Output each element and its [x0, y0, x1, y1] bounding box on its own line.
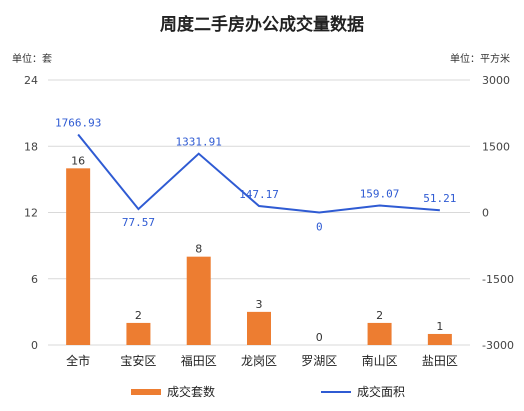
bar [186, 256, 211, 345]
legend-line-label: 成交面积 [357, 384, 405, 399]
category-label: 罗湖区 [301, 353, 337, 368]
bar-value-label: 16 [71, 154, 85, 167]
left-tick-label: 12 [24, 207, 38, 220]
line-data-labels: 1766.93 77.57 1331.91 147.17 0 159.07 51.21 [55, 116, 456, 233]
line-value-label: 0 [316, 221, 323, 234]
left-axis-unit: 单位：套 [12, 54, 52, 65]
bar [126, 322, 151, 345]
bar [247, 311, 271, 345]
right-tick-label: 1500 [482, 140, 510, 153]
line-value-label: 51.21 [423, 192, 456, 205]
line-value-label: 77.57 [122, 216, 155, 229]
category-label: 宝安区 [120, 353, 156, 368]
line-value-label: 1331.91 [176, 136, 222, 149]
bar-value-label: 8 [195, 243, 202, 256]
category-label: 龙岗区 [241, 354, 277, 368]
right-tick-label: 3000 [482, 74, 510, 87]
category-label: 福田区 [181, 353, 217, 368]
category-label: 盐田区 [422, 354, 458, 368]
bar-value-label: 3 [256, 298, 263, 311]
bar [367, 322, 392, 345]
category-label: 南山区 [362, 353, 398, 368]
legend-bar-swatch [131, 389, 161, 395]
bar [66, 168, 91, 345]
left-axis-ticks: 0 6 12 18 24 [24, 74, 38, 352]
right-axis-unit: 单位：平方米 [450, 54, 510, 65]
area-line [77, 133, 440, 214]
bar-value-label: 2 [376, 309, 383, 322]
bar-series [66, 168, 452, 345]
line-value-label: 147.17 [239, 188, 279, 201]
left-tick-label: 6 [31, 273, 38, 286]
right-tick-label: 0 [482, 207, 489, 220]
line-value-label: 159.07 [360, 187, 400, 200]
legend-bar-label: 成交套数 [167, 384, 215, 399]
category-label: 全市 [66, 353, 90, 368]
left-tick-label: 24 [24, 74, 38, 87]
bar-value-label: 0 [316, 331, 323, 344]
gridlines [48, 79, 470, 346]
bar-value-label: 2 [135, 309, 142, 322]
left-tick-label: 18 [24, 140, 38, 153]
bar-value-label: 1 [436, 320, 443, 333]
bar-data-labels: 16 2 8 3 0 2 1 [71, 154, 443, 344]
legend: 成交套数 成交面积 [131, 384, 405, 399]
right-axis-ticks: -3000 -1500 0 1500 3000 [482, 74, 514, 352]
right-tick-label: -1500 [482, 273, 514, 286]
bar [427, 333, 452, 345]
right-tick-label: -3000 [482, 339, 514, 352]
line-value-label: 1766.93 [55, 116, 101, 129]
chart-title: 周度二手房办公成交量数据 [160, 15, 364, 35]
left-tick-label: 0 [31, 339, 38, 352]
line-series [77, 133, 440, 214]
category-labels: 全市 宝安区 福田区 龙岗区 罗湖区 南山区 盐田区 [66, 353, 458, 368]
